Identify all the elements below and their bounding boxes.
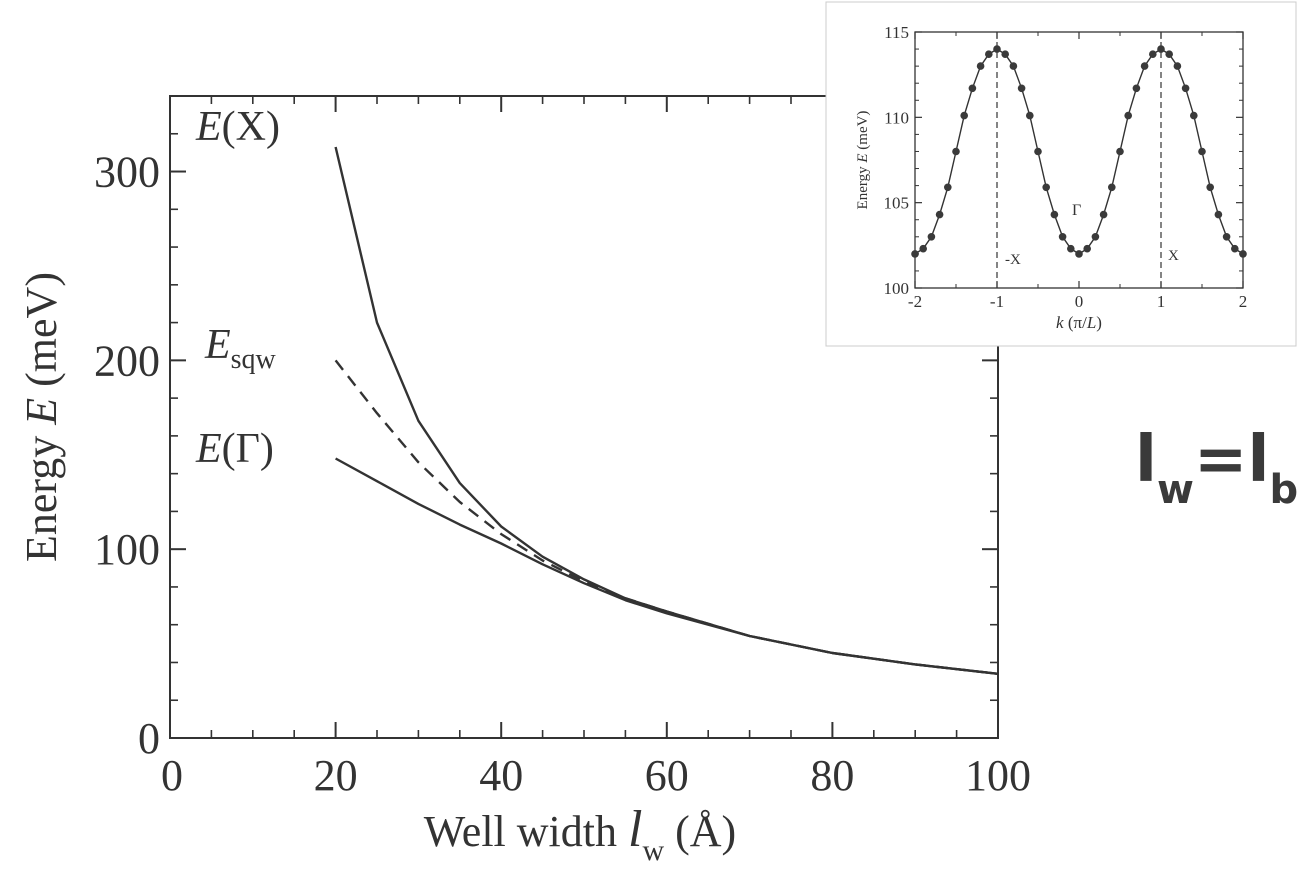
inset-x-tick-label: -1: [990, 292, 1004, 311]
inset-data-point: [993, 45, 1001, 53]
inset-data-point: [1009, 62, 1018, 70]
inset-data-point: [952, 147, 960, 156]
inset-data-point: [1222, 233, 1231, 241]
inset-data-point: [1075, 250, 1083, 258]
inset-data-point: [1067, 244, 1075, 253]
inset-data-point: [1157, 45, 1165, 53]
inset-data-point: [1058, 233, 1067, 241]
inset-y-tick-label: 100: [884, 279, 910, 298]
inset-annotation-gamma: Γ: [1072, 202, 1081, 219]
inset-data-point: [1091, 233, 1100, 241]
inset-data-point: [976, 62, 985, 70]
main-series-label-ex: E(X): [195, 104, 280, 150]
inset-data-point: [960, 111, 968, 120]
main-series-line-2: [334, 359, 999, 675]
inset-data-point: [927, 233, 936, 241]
inset-data-point: [944, 183, 952, 192]
inset-y-tick-label: 110: [884, 108, 909, 127]
inset-data-point: [1214, 210, 1223, 219]
main-y-tick-label: 200: [94, 336, 160, 385]
inset-data-point: [1026, 111, 1034, 120]
main-x-tick-label: 100: [965, 751, 1031, 800]
inset-x-tick-label: 1: [1157, 292, 1166, 311]
inset-x-axis-label: k (π/L): [1056, 313, 1102, 332]
inset-data-point: [985, 50, 993, 58]
inset-ticks: -2 -1 0 1 2 100 105 110 115: [884, 23, 1248, 311]
main-x-tick-label: 40: [479, 751, 523, 800]
inset-data-point: [1231, 244, 1239, 253]
inset-data-point: [1042, 183, 1050, 192]
inset-annotation-x: X: [1168, 248, 1179, 264]
main-x-tick-label: 20: [314, 751, 358, 800]
inset-data-point: [1198, 147, 1206, 156]
inset-x-tick-label: 2: [1239, 292, 1248, 311]
inset-vlines: [996, 32, 1162, 288]
inset-x-tick-label: -2: [908, 292, 922, 311]
main-y-tick-label: 300: [94, 148, 160, 197]
main-x-axis-label: Well width lw (Å): [424, 801, 736, 867]
inset-data-point: [1181, 84, 1190, 93]
main-x-tick-label: 0: [161, 751, 183, 800]
inset-data-point: [911, 250, 919, 258]
inset-data-point: [1099, 210, 1108, 219]
main-series-line-3: [335, 457, 999, 675]
inset-data-point: [1050, 210, 1059, 219]
inset-data-point: [1034, 147, 1042, 156]
well-barrier-equality-note: lw=lb: [1135, 423, 1298, 513]
inset-data-point: [1083, 244, 1091, 253]
main-series-label-egamma: E(Γ): [195, 426, 274, 472]
inset-data-point: [1165, 50, 1173, 58]
inset-chart: -2 -1 0 1 2 100 105 110 115 -X X Γ k (π/L) Energ…: [825, 1, 1297, 347]
inset-data-point: [1239, 250, 1247, 258]
main-x-tick-label: 60: [645, 751, 689, 800]
inset-data-point: [968, 84, 977, 93]
inset-data-point: [1190, 111, 1198, 120]
main-y-axis-label: Energy E (meV): [17, 272, 66, 562]
inset-series: [911, 45, 1247, 258]
inset-background: [825, 1, 1297, 347]
main-y-tick-label: 0: [138, 714, 160, 763]
inset-data-point: [1108, 183, 1116, 192]
inset-x-tick-label: 0: [1075, 292, 1084, 311]
inset-data-point: [919, 244, 927, 253]
inset-data-point: [935, 210, 944, 219]
inset-data-point: [1124, 111, 1132, 120]
main-ticks: 0 20 40 60 80 100 0 100 200 300: [94, 95, 1031, 800]
main-chart: 0 20 40 60 80 100 0 100 200 300 E(X) Esqw E(Γ) We…: [17, 95, 1031, 867]
main-x-tick-label: 80: [810, 751, 854, 800]
inset-data-point: [1206, 183, 1214, 192]
inset-data-point: [1001, 50, 1009, 58]
inset-y-axis-label: Energy E (meV): [855, 111, 871, 210]
inset-data-point: [1132, 84, 1141, 93]
inset-y-tick-label: 105: [884, 194, 910, 213]
inset-data-point: [1017, 84, 1026, 93]
main-series: [334, 146, 999, 675]
inset-annotation-minus-x: -X: [1005, 252, 1021, 268]
inset-data-point: [1149, 50, 1157, 58]
main-series-label-esqw: Esqw: [204, 322, 277, 375]
inset-data-point: [1140, 62, 1149, 70]
inset-data-point: [1173, 62, 1182, 70]
inset-y-tick-label: 115: [884, 23, 909, 42]
main-y-tick-label: 100: [94, 525, 160, 574]
inset-data-point: [1116, 147, 1124, 156]
